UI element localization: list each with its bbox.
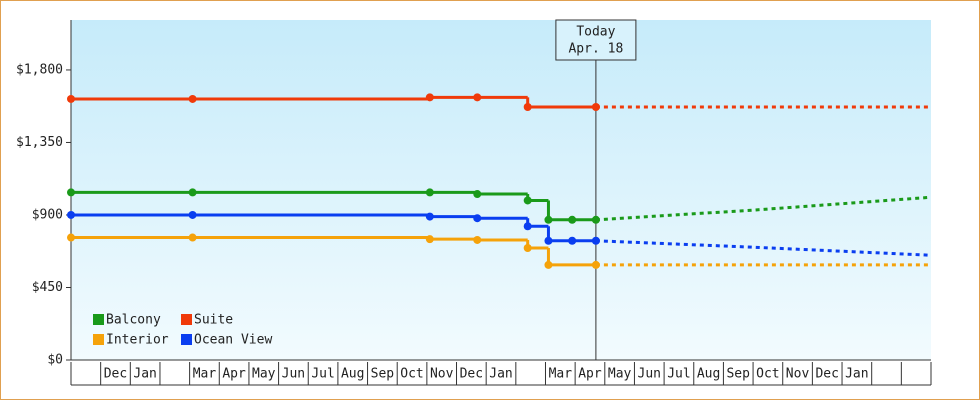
point: [591, 103, 600, 112]
point: [67, 94, 75, 103]
point: [425, 188, 434, 197]
x-tick-label: Aug: [341, 367, 364, 382]
x-tick-label: Apr: [222, 367, 246, 382]
x-tick-label: Jul: [667, 367, 690, 382]
point: [425, 235, 434, 244]
today-label: Today: [576, 25, 615, 40]
y-tick-label: $900: [32, 207, 63, 222]
point: [568, 236, 577, 245]
point: [591, 236, 600, 245]
point: [568, 215, 577, 224]
x-tick-label: Dec: [815, 367, 838, 382]
legend-label: Balcony: [106, 313, 161, 328]
x-tick-label: Jan: [845, 367, 868, 382]
point: [473, 214, 482, 223]
legend-swatch: [181, 334, 192, 345]
point: [188, 94, 197, 103]
chart-layer: $0 $450 $900 $1,350 $1,800 Dec Jan Mar Apr May Jun…: [16, 19, 932, 386]
plot-area: [71, 20, 931, 360]
legend-swatch: [93, 334, 104, 345]
x-tick-label: Apr: [578, 367, 602, 382]
point: [523, 222, 532, 231]
point: [544, 215, 553, 224]
x-tick-label: Dec: [460, 367, 483, 382]
point: [473, 235, 482, 244]
x-tick-label: Jun: [282, 367, 305, 382]
point: [591, 260, 600, 269]
point: [188, 210, 197, 219]
legend-swatch: [93, 314, 104, 325]
x-tick-label: Nov: [786, 367, 810, 382]
x-tick-label: May: [608, 367, 632, 382]
x-tick-label: Jan: [133, 367, 156, 382]
y-tick-label: $1,350: [16, 135, 63, 150]
point: [67, 210, 75, 219]
legend-label: Interior: [106, 333, 169, 348]
x-tick-label: Jul: [311, 367, 334, 382]
x-tick-label: Oct: [400, 367, 423, 382]
x-tick-label: Dec: [104, 367, 127, 382]
point: [544, 260, 553, 269]
x-tick-label: Nov: [430, 367, 454, 382]
x-tick-label: Jun: [638, 367, 661, 382]
point: [67, 233, 75, 242]
x-tick-label: Oct: [756, 367, 779, 382]
x-tick-label: Jan: [489, 367, 512, 382]
legend-swatch: [181, 314, 192, 325]
point: [473, 93, 482, 102]
point: [188, 233, 197, 242]
point: [473, 190, 482, 199]
y-tick-label: $1,800: [16, 62, 63, 77]
today-box: [555, 19, 637, 61]
point: [425, 212, 434, 221]
x-tick-label: Mar: [549, 367, 573, 382]
x-tick-label: Sep: [371, 367, 395, 382]
point: [544, 236, 553, 245]
x-tick-label: Aug: [697, 367, 720, 382]
point: [67, 188, 75, 197]
point: [591, 215, 600, 224]
x-tick-label: May: [252, 367, 276, 382]
x-tick-label: Mar: [193, 367, 217, 382]
point: [523, 196, 532, 205]
point: [523, 103, 532, 112]
y-tick-label: $0: [47, 353, 63, 368]
x-tick-label: Sep: [726, 367, 750, 382]
point: [523, 244, 532, 253]
point: [425, 93, 434, 102]
legend-label: Ocean View: [194, 333, 272, 348]
point: [188, 188, 197, 197]
legend-label: Suite: [194, 313, 233, 328]
y-tick-label: $450: [32, 280, 63, 295]
today-label: Apr. 18: [568, 42, 623, 57]
